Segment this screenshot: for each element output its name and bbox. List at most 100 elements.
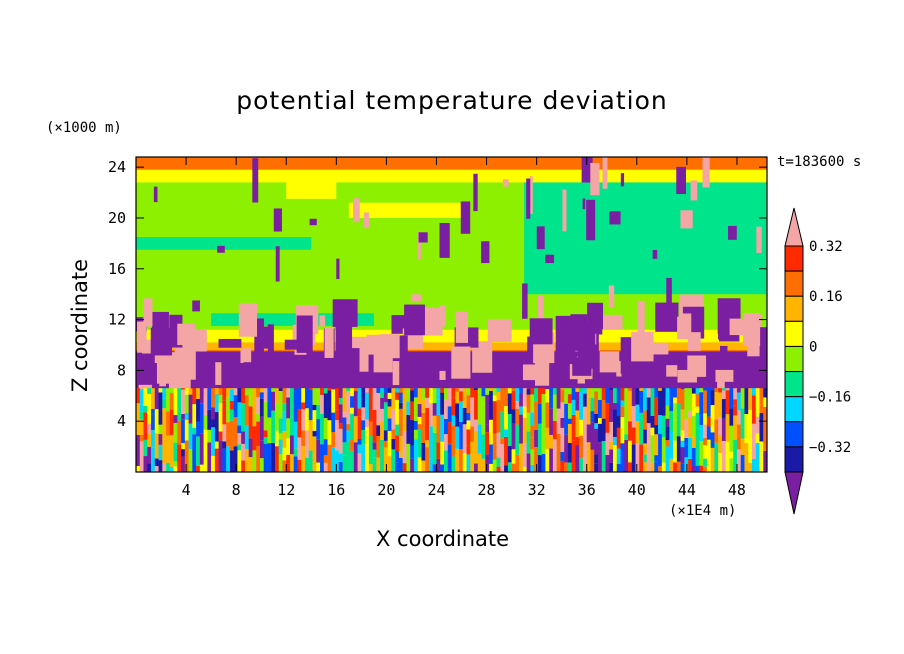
turbulent-cell (567, 423, 572, 443)
turbulent-cell (703, 413, 708, 425)
turbulent-cell (331, 447, 336, 472)
turbulent-cell (496, 391, 501, 400)
turbulent-cell (436, 399, 441, 415)
turbulent-cell (594, 388, 599, 392)
inversion-plume (361, 354, 374, 391)
turbulent-cell (248, 406, 253, 439)
turbulent-cell (736, 410, 741, 425)
turbulent-cell (474, 389, 479, 420)
turbulent-cell (706, 426, 711, 440)
turbulent-cell (380, 388, 385, 391)
turbulent-cell (410, 388, 415, 391)
turbulent-cell (658, 388, 663, 391)
turbulent-cell (620, 417, 625, 444)
turbulent-cell (383, 392, 388, 403)
turbulent-cell (691, 415, 696, 437)
turbulent-cell (556, 388, 561, 409)
turbulent-cell (616, 463, 621, 472)
upper-streak (590, 162, 600, 196)
turbulent-cell (519, 393, 524, 407)
turbulent-cell (196, 421, 201, 437)
turbulent-cell (136, 403, 141, 435)
turbulent-cell (136, 434, 141, 466)
turbulent-cell (259, 398, 264, 417)
turbulent-cell (312, 464, 317, 472)
turbulent-cell (346, 391, 351, 425)
turbulent-cell (222, 388, 227, 401)
turbulent-cell (199, 403, 204, 434)
turbulent-cell (714, 388, 719, 392)
inversion-plume (677, 369, 697, 383)
turbulent-cell (376, 435, 381, 458)
turbulent-cell (259, 440, 264, 459)
turbulent-cell (725, 388, 730, 391)
upper-streak (502, 179, 509, 187)
turbulent-cell (507, 413, 512, 447)
upper-streak (530, 176, 533, 214)
turbulent-cell (383, 388, 388, 393)
turbulent-cell (143, 405, 148, 413)
turbulent-cell (751, 459, 756, 472)
inversion-plume (455, 311, 469, 343)
turbulent-cell (383, 402, 388, 431)
turbulent-cell (395, 462, 400, 472)
turbulent-cell (308, 450, 313, 472)
turbulent-cell (357, 416, 362, 439)
turbulent-cell (342, 388, 347, 413)
turbulent-cell (196, 436, 201, 466)
turbulent-cell (470, 426, 475, 442)
y-tick-label: 24 (108, 158, 126, 176)
turbulent-cell (507, 393, 512, 414)
turbulent-cell (567, 418, 572, 424)
turbulent-cell (417, 416, 422, 425)
turbulent-cell (335, 450, 340, 472)
turbulent-cell (214, 412, 219, 442)
turbulent-cell (661, 388, 666, 416)
turbulent-cell (526, 389, 531, 395)
x-tick-label: 44 (678, 481, 696, 499)
turbulent-cell (567, 462, 572, 472)
turbulent-cell (154, 409, 159, 434)
turbulent-cell (214, 448, 219, 472)
turbulent-cell (169, 434, 174, 467)
turbulent-cell (763, 450, 767, 472)
turbulent-cell (286, 438, 291, 455)
turbulent-cell (470, 388, 475, 398)
turbulent-cell (244, 395, 249, 426)
turbulent-cell (500, 388, 505, 412)
turbulent-cell (661, 415, 666, 438)
chart-title: potential temperature deviation (236, 86, 668, 115)
turbulent-cell (455, 391, 460, 404)
turbulent-cell (252, 388, 257, 413)
upper-streak (336, 258, 340, 280)
upper-streak (690, 180, 698, 201)
turbulent-cell (196, 388, 201, 399)
turbulent-cell (759, 441, 764, 472)
turbulent-cell (301, 409, 306, 431)
turbulent-cell (699, 388, 704, 393)
turbulent-cell (515, 408, 520, 425)
turbulent-cell (154, 458, 159, 467)
turbulent-cell (237, 402, 242, 426)
turbulent-cell (357, 438, 362, 445)
turbulent-cell (620, 388, 625, 401)
turbulent-cell (639, 444, 644, 472)
turbulent-cell (151, 388, 156, 409)
turbulent-cell (511, 423, 516, 450)
turbulent-cell (699, 441, 704, 466)
turbulent-cell (154, 388, 159, 410)
turbulent-cell (748, 462, 753, 472)
turbulent-cell (203, 388, 208, 399)
turbulent-cell (763, 406, 767, 422)
turbulent-cell (199, 464, 204, 472)
turbulent-cell (350, 396, 355, 408)
turbulent-cell (620, 406, 625, 418)
turbulent-cell (586, 424, 591, 443)
turbulent-cell (425, 447, 430, 472)
turbulent-cell (188, 423, 193, 449)
turbulent-cell (635, 404, 640, 422)
turbulent-cell (665, 446, 670, 472)
turbulent-cell (699, 392, 704, 426)
turbulent-cell (699, 425, 704, 442)
warm-cell (286, 179, 337, 199)
